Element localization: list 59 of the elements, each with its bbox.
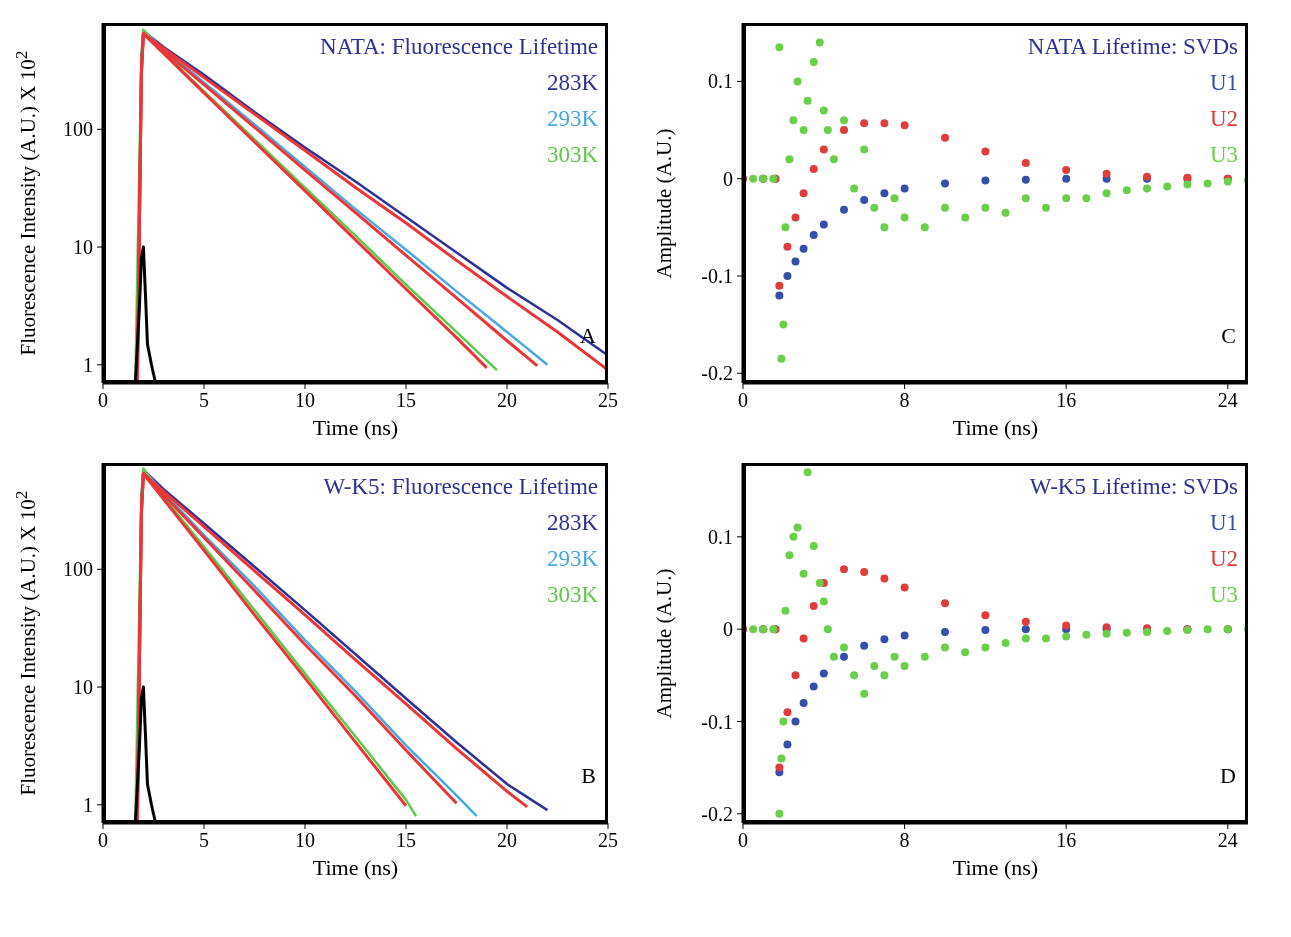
x-tick-label: 0	[98, 389, 108, 412]
y-tick-label: -0.1	[701, 265, 733, 288]
text: 293K	[545, 545, 598, 573]
x-tick-label: 0	[98, 829, 108, 852]
text: 283K	[545, 69, 598, 97]
text: W-K5: Fluorescence Lifetime	[323, 473, 598, 501]
text: NATA: Fluorescence Lifetime	[320, 33, 598, 61]
text: U1	[1208, 509, 1238, 537]
y-tick-label: 0	[723, 618, 733, 641]
x-tick-label: 20	[497, 389, 517, 412]
y-tick-label: -0.1	[701, 710, 733, 733]
text: W-K5 Lifetime: SVDs	[1029, 473, 1238, 501]
series-label: U2	[1208, 105, 1238, 133]
annotation: B	[581, 763, 596, 789]
series-label: U3	[1208, 141, 1238, 169]
x-axis-title: Time (ns)	[952, 415, 1039, 440]
x-tick-label: 10	[295, 829, 315, 852]
series-label: U3	[1208, 581, 1238, 609]
x-tick-label: 15	[396, 829, 416, 852]
x-tick-label: 10	[295, 389, 315, 412]
text: 283K	[545, 509, 598, 537]
x-axis-title: Time (ns)	[312, 855, 399, 880]
y-tick-label: -0.2	[701, 362, 733, 385]
y-tick-label: 1	[83, 793, 93, 816]
x-tick-label: 5	[199, 829, 209, 852]
y-tick-label: 0	[723, 167, 733, 190]
x-tick-label: 24	[1217, 829, 1238, 852]
x-tick-label: 25	[598, 389, 618, 412]
text: 303K	[545, 141, 598, 169]
y-tick-label: 100	[63, 558, 93, 581]
text: NATA Lifetime: SVDs	[1027, 33, 1238, 61]
annotation: C	[1221, 323, 1236, 349]
y-tick-label: 1	[83, 353, 93, 376]
y-tick-label: 0.1	[708, 525, 733, 548]
x-tick-label: 5	[199, 389, 209, 412]
x-tick-label: 25	[598, 829, 618, 852]
annotation: D	[1220, 763, 1236, 789]
x-tick-label: 16	[1056, 389, 1077, 412]
x-tick-label: 8	[899, 389, 910, 412]
x-tick-label: 0	[738, 829, 748, 852]
text: 303K	[545, 581, 598, 609]
y-axis-title: Amplitude (A.U.)	[652, 568, 678, 718]
y-tick-label: -0.2	[701, 802, 733, 825]
x-tick-label: 20	[497, 829, 517, 852]
text: U2	[1208, 545, 1238, 573]
y-tick-label: 10	[73, 236, 93, 259]
y-axis-title: Amplitude (A.U.)	[652, 128, 678, 278]
text: U1	[1208, 69, 1238, 97]
x-tick-label: 16	[1056, 829, 1077, 852]
y-tick-label: 100	[63, 118, 93, 141]
x-tick-label: 0	[738, 389, 748, 412]
x-axis-title: Time (ns)	[312, 415, 399, 440]
x-tick-label: 8	[899, 829, 910, 852]
y-tick-label: 0.1	[708, 70, 733, 93]
x-tick-label: 24	[1217, 389, 1238, 412]
y-tick-label: 10	[73, 676, 93, 699]
x-tick-label: 15	[396, 389, 416, 412]
text: 293K	[545, 105, 598, 133]
x-axis-title: Time (ns)	[952, 855, 1039, 880]
